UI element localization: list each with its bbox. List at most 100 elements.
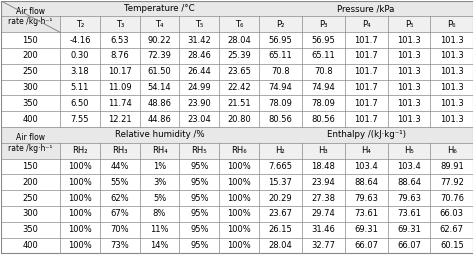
Text: 100%: 100% xyxy=(68,162,92,171)
Text: 18.48: 18.48 xyxy=(311,162,335,171)
Bar xyxy=(259,127,474,143)
Text: 61.50: 61.50 xyxy=(147,67,172,76)
Bar xyxy=(60,127,259,143)
Text: 200: 200 xyxy=(23,178,38,187)
Text: H₄: H₄ xyxy=(361,146,371,155)
Text: 101.7: 101.7 xyxy=(354,83,378,92)
Text: 44%: 44% xyxy=(110,162,129,171)
Bar xyxy=(388,143,430,159)
Text: 350: 350 xyxy=(22,225,38,234)
Text: T₃: T₃ xyxy=(116,20,124,29)
Bar xyxy=(430,17,474,32)
Text: 101.7: 101.7 xyxy=(354,99,378,108)
Text: 89.91: 89.91 xyxy=(440,162,464,171)
Text: 101.3: 101.3 xyxy=(397,99,421,108)
Text: 101.7: 101.7 xyxy=(354,51,378,61)
Text: Temperature /°C: Temperature /°C xyxy=(124,4,195,13)
Text: Air flow
rate /kg·h⁻¹: Air flow rate /kg·h⁻¹ xyxy=(8,7,53,26)
Text: 100%: 100% xyxy=(68,209,92,219)
Text: 95%: 95% xyxy=(190,225,209,234)
Text: 66.03: 66.03 xyxy=(440,209,464,219)
Text: 23.67: 23.67 xyxy=(268,209,292,219)
Text: 70%: 70% xyxy=(110,225,129,234)
Text: 100%: 100% xyxy=(68,178,92,187)
Text: 101.7: 101.7 xyxy=(354,67,378,76)
Text: 12.21: 12.21 xyxy=(108,115,132,124)
Text: 200: 200 xyxy=(23,51,38,61)
Text: 350: 350 xyxy=(22,99,38,108)
Text: 23.90: 23.90 xyxy=(187,99,211,108)
Text: 100%: 100% xyxy=(227,162,251,171)
Text: RH₄: RH₄ xyxy=(152,146,167,155)
Text: 66.07: 66.07 xyxy=(397,241,421,250)
Text: 100%: 100% xyxy=(68,241,92,250)
Text: 28.46: 28.46 xyxy=(187,51,211,61)
Text: 60.15: 60.15 xyxy=(440,241,464,250)
Text: 100%: 100% xyxy=(227,241,251,250)
Text: 25.39: 25.39 xyxy=(227,51,251,61)
Text: 54.14: 54.14 xyxy=(148,83,171,92)
Text: T₂: T₂ xyxy=(76,20,84,29)
Text: 100%: 100% xyxy=(227,194,251,203)
Text: H₆: H₆ xyxy=(447,146,457,155)
Text: 69.31: 69.31 xyxy=(397,225,421,234)
Text: 95%: 95% xyxy=(190,209,209,219)
Text: 150: 150 xyxy=(23,162,38,171)
Text: 101.3: 101.3 xyxy=(397,51,421,61)
Text: 56.95: 56.95 xyxy=(268,36,292,45)
Text: 5.11: 5.11 xyxy=(71,83,89,92)
Text: 103.4: 103.4 xyxy=(354,162,378,171)
Text: 65.11: 65.11 xyxy=(268,51,292,61)
Text: 74.94: 74.94 xyxy=(311,83,335,92)
Text: 29.74: 29.74 xyxy=(311,209,335,219)
Text: 70.76: 70.76 xyxy=(440,194,464,203)
Text: 65.11: 65.11 xyxy=(311,51,335,61)
Text: 22.42: 22.42 xyxy=(227,83,251,92)
Text: 21.51: 21.51 xyxy=(227,99,251,108)
Text: P₄: P₄ xyxy=(362,20,371,29)
Text: 101.3: 101.3 xyxy=(397,83,421,92)
Text: 10.17: 10.17 xyxy=(108,67,132,76)
Text: 103.4: 103.4 xyxy=(397,162,421,171)
Text: 101.3: 101.3 xyxy=(440,36,464,45)
Text: RH₃: RH₃ xyxy=(112,146,128,155)
Text: 73.61: 73.61 xyxy=(354,209,378,219)
Text: 101.3: 101.3 xyxy=(397,115,421,124)
Text: 66.07: 66.07 xyxy=(354,241,378,250)
Text: 88.64: 88.64 xyxy=(354,178,378,187)
Text: 73%: 73% xyxy=(110,241,129,250)
Text: 95%: 95% xyxy=(190,178,209,187)
Text: -4.16: -4.16 xyxy=(69,36,91,45)
Text: 101.3: 101.3 xyxy=(397,67,421,76)
Bar xyxy=(100,17,140,32)
Text: P₂: P₂ xyxy=(276,20,284,29)
Text: 20.29: 20.29 xyxy=(269,194,292,203)
Text: 100%: 100% xyxy=(227,178,251,187)
Text: 101.3: 101.3 xyxy=(440,115,464,124)
Text: 100%: 100% xyxy=(227,225,251,234)
Text: 72.39: 72.39 xyxy=(147,51,172,61)
Text: 74.94: 74.94 xyxy=(268,83,292,92)
Bar xyxy=(179,17,219,32)
Text: 7.55: 7.55 xyxy=(71,115,89,124)
Text: 78.09: 78.09 xyxy=(268,99,292,108)
Text: 11.09: 11.09 xyxy=(108,83,132,92)
Text: RH₅: RH₅ xyxy=(191,146,207,155)
Text: 70.8: 70.8 xyxy=(314,67,333,76)
Bar xyxy=(430,143,474,159)
Bar xyxy=(60,143,100,159)
Text: 101.3: 101.3 xyxy=(440,99,464,108)
Text: 28.04: 28.04 xyxy=(268,241,292,250)
Bar xyxy=(345,17,388,32)
Text: T₅: T₅ xyxy=(195,20,203,29)
Text: Pressure /kPa: Pressure /kPa xyxy=(337,4,395,13)
Text: 11.74: 11.74 xyxy=(108,99,132,108)
Text: H₃: H₃ xyxy=(319,146,328,155)
Text: 6.53: 6.53 xyxy=(110,36,129,45)
Bar xyxy=(219,143,259,159)
Text: 150: 150 xyxy=(23,36,38,45)
Bar xyxy=(388,17,430,32)
Text: 100%: 100% xyxy=(68,225,92,234)
Text: 80.56: 80.56 xyxy=(268,115,292,124)
Text: 26.15: 26.15 xyxy=(268,225,292,234)
